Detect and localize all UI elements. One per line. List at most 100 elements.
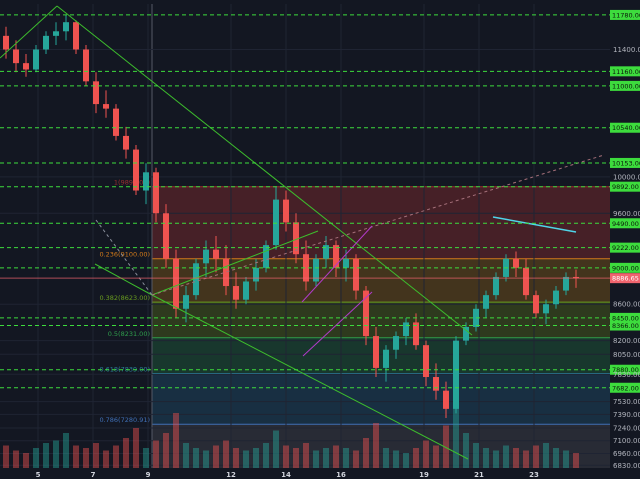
level-label-bg (610, 262, 640, 273)
candle-body (243, 281, 249, 300)
volume-bar (213, 445, 219, 468)
level-label: 7682.00 (612, 384, 639, 392)
fib-label: 0.236(9100.00) (99, 251, 150, 259)
candle-body (513, 258, 519, 268)
current-price-label: 8886.65 (612, 275, 639, 283)
volume-bar (563, 450, 569, 468)
candle-body (263, 245, 269, 268)
volume-bar (53, 440, 59, 468)
x-tick-label: 12 (226, 471, 236, 479)
volume-bar (303, 443, 309, 468)
volume-bar (253, 448, 259, 468)
volume-bar (473, 443, 479, 468)
candle-body (253, 267, 259, 282)
y-tick-label: 8200.00 (613, 337, 640, 345)
trendline-dashed (151, 154, 605, 296)
pink-channel (301, 225, 373, 303)
candle-body (283, 199, 289, 223)
level-label: 10540.00 (612, 124, 640, 132)
candle-body (193, 263, 199, 296)
candle-body (93, 81, 99, 105)
candle-body (133, 149, 139, 191)
volume-bar (33, 448, 39, 468)
volume-bar (393, 450, 399, 468)
candle-body (113, 108, 119, 136)
candle-body (393, 336, 399, 350)
candle-body (383, 349, 389, 368)
level-label: 11000.00 (612, 82, 640, 90)
level-label: 9222.00 (612, 244, 639, 252)
x-tick-label: 23 (529, 471, 539, 479)
candle-body (483, 295, 489, 309)
candle-body (153, 172, 159, 214)
volume-bar (233, 448, 239, 468)
candle-body (433, 377, 439, 391)
volume-bar (283, 445, 289, 468)
volume-bar (23, 453, 29, 468)
candle-body (173, 258, 179, 309)
y-tick-label: 7390.00 (613, 411, 640, 419)
candle-body (443, 390, 449, 409)
y-tick-label: 11400.00 (613, 46, 640, 54)
candle-body (123, 135, 129, 150)
candle-body (523, 267, 529, 296)
volume-bar (93, 443, 99, 468)
candle-body (63, 22, 69, 32)
volume-bar (443, 425, 449, 468)
volume-bar (373, 423, 379, 468)
candle-body (463, 326, 469, 341)
volume-bar (173, 413, 179, 468)
candle-body (183, 295, 189, 309)
candle-body (553, 290, 559, 305)
candle-body (363, 290, 369, 337)
x-tick-label: 19 (419, 471, 429, 479)
volume-bar (3, 445, 9, 468)
volume-bar (83, 448, 89, 468)
candle-body (303, 254, 309, 282)
y-tick-label: 6960.00 (613, 450, 640, 458)
volume-bar (163, 433, 169, 468)
volume-bar (323, 448, 329, 468)
x-tick-label: 21 (474, 471, 484, 479)
volume-bar (343, 448, 349, 468)
level-label: 7880.00 (612, 366, 639, 374)
candle-body (223, 258, 229, 287)
level-label-bg (610, 382, 640, 393)
y-tick-label: 7100.00 (613, 437, 640, 445)
candle-body (53, 31, 59, 36)
fib-label: 0.618(7839.00) (99, 365, 150, 373)
fib-label: 0.786(7280.91) (99, 416, 150, 424)
volume-bar (333, 445, 339, 468)
level-label-bg (610, 157, 640, 168)
fib-label: 1(9892.00) (114, 179, 150, 187)
level-label-bg (610, 80, 640, 91)
fib-zone (152, 424, 610, 468)
volume-bar (243, 450, 249, 468)
level-label-bg (610, 181, 640, 192)
level-label: 9490.00 (612, 220, 639, 228)
candle-body (413, 322, 419, 346)
volume-bar (383, 448, 389, 468)
y-tick-label: 8050.00 (613, 351, 640, 359)
level-label-bg (610, 66, 640, 77)
candle-body (143, 172, 149, 191)
volume-bar (353, 450, 359, 468)
fib-label: 0.5(8231.00) (108, 330, 150, 338)
y-tick-label: 7240.00 (613, 424, 640, 432)
y-tick-label: 6830.00 (613, 462, 640, 470)
volume-bar (463, 433, 469, 468)
level-label-bg (610, 242, 640, 253)
volume-bar (313, 450, 319, 468)
level-label: 9000.00 (612, 264, 639, 272)
trendline (0, 5, 58, 59)
trendline (56, 5, 473, 336)
volume-bar (363, 438, 369, 468)
candle-body (453, 340, 459, 409)
volume-bar (453, 408, 459, 468)
fib-zone (152, 337, 610, 374)
volume-bar (133, 428, 139, 468)
candle-body (13, 49, 19, 64)
